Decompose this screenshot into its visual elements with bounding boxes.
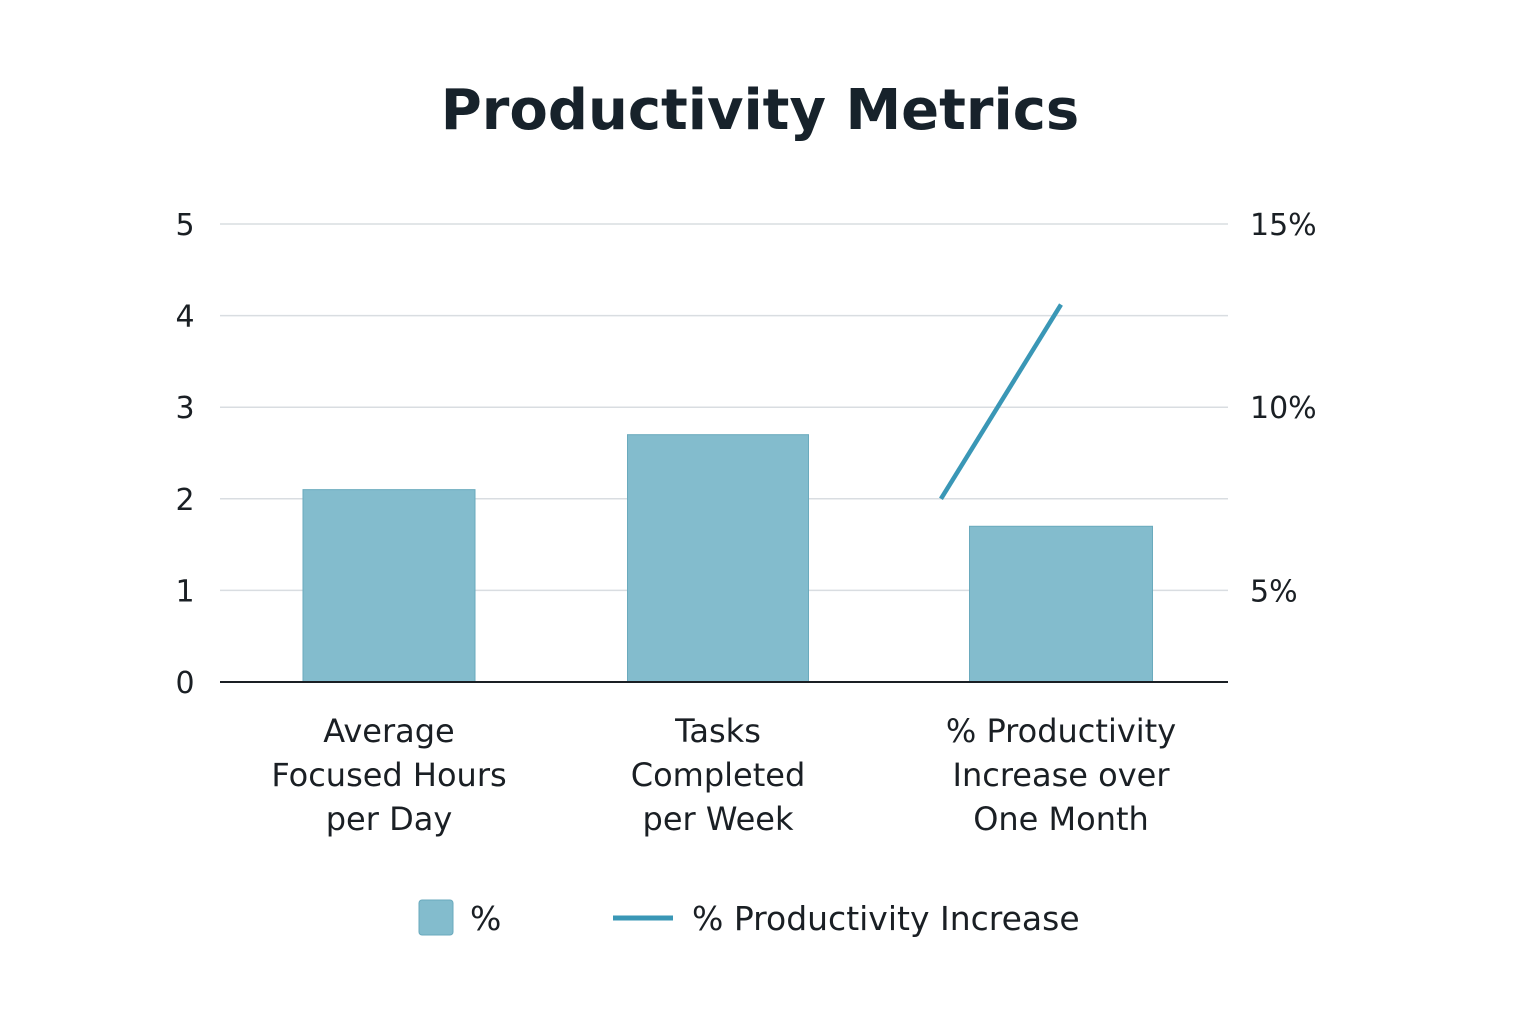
right-tick-label: 5% [1250,574,1298,609]
right-axis-ticks: 5% 10% 15% [1250,208,1317,609]
category-label: % Productivity Increase over One Month [946,712,1176,838]
chart-title: Productivity Metrics [440,78,1080,143]
line-series [939,303,1063,500]
bar-series [302,434,1153,683]
category-label: Average Focused Hours per Day [271,712,506,838]
legend-bar-swatch [418,899,454,936]
left-tick-label: 3 [175,391,194,426]
left-tick-label: 1 [175,574,194,609]
left-tick-label: 2 [175,483,194,518]
right-tick-label: 15% [1250,208,1317,243]
left-axis-ticks: 0 1 2 3 4 5 [175,208,194,701]
legend-label: % [470,899,501,938]
legend: % % Productivity Increase [418,899,1080,938]
bar [627,434,809,683]
category-labels: Average Focused Hours per Day Tasks Complete… [271,712,1176,838]
series-line [939,303,1063,500]
right-tick-label: 10% [1250,391,1317,426]
left-tick-label: 5 [175,208,194,243]
bar [302,489,476,683]
left-tick-label: 4 [175,300,194,335]
bar [969,525,1153,683]
left-tick-label: 0 [175,666,194,701]
legend-label: % Productivity Increase [692,899,1080,938]
category-label: Tasks Completed per Week [631,712,806,838]
